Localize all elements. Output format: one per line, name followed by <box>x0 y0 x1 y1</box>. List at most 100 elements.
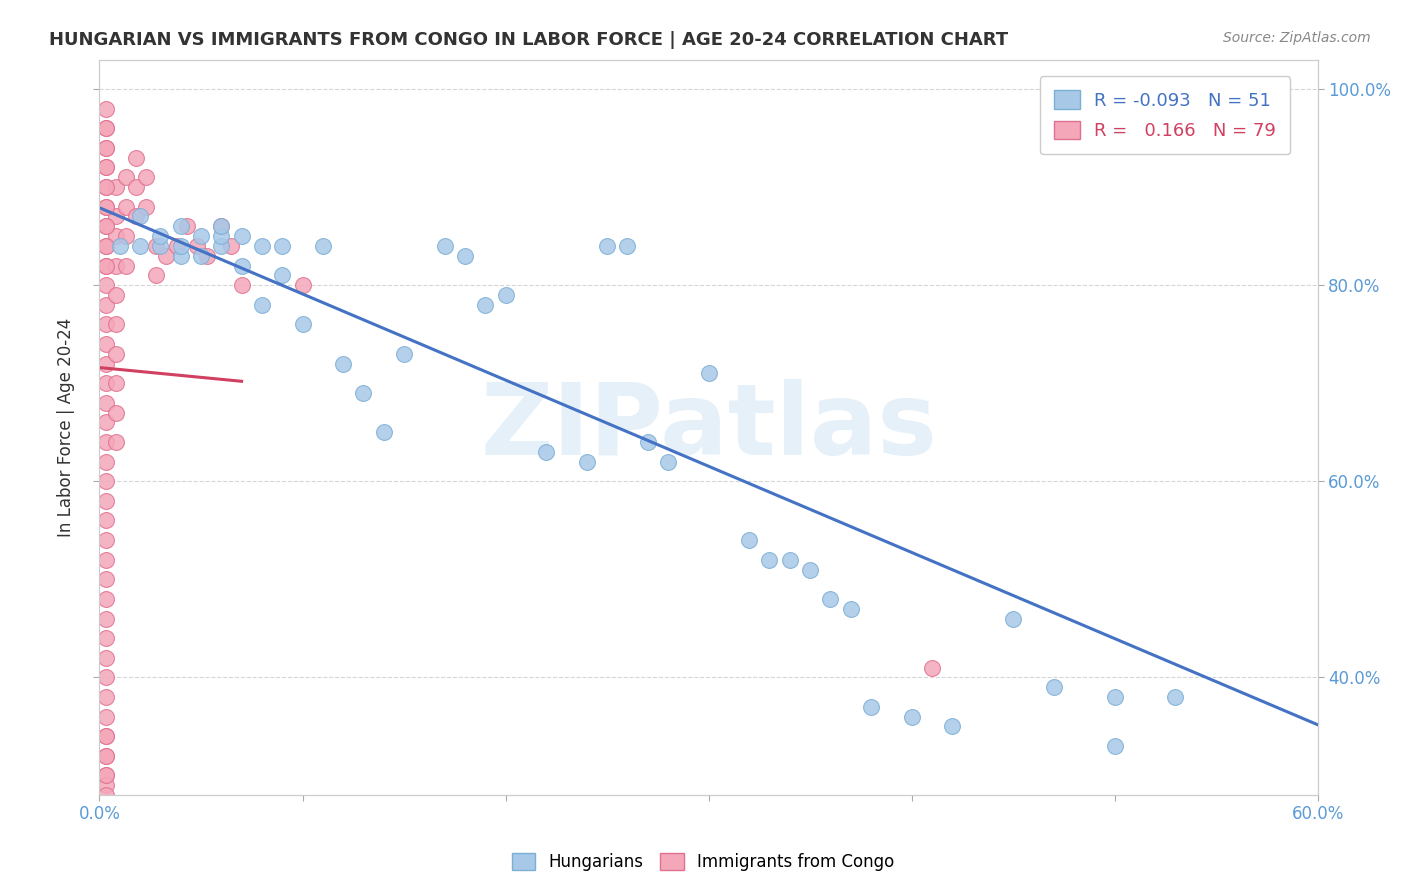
Text: ZIPatlas: ZIPatlas <box>479 379 936 475</box>
Point <box>221 239 243 253</box>
Point <box>94 631 117 645</box>
Point <box>94 416 117 430</box>
Point <box>94 357 117 371</box>
Point <box>454 249 477 263</box>
Point <box>108 239 131 253</box>
Point <box>474 298 496 312</box>
Point <box>129 239 152 253</box>
Point <box>900 709 922 723</box>
Point <box>820 591 842 606</box>
Point <box>94 298 117 312</box>
Point <box>94 239 117 253</box>
Point <box>104 180 127 194</box>
Point <box>94 552 117 566</box>
Point <box>145 239 167 253</box>
Point <box>104 406 127 420</box>
Point <box>209 239 232 253</box>
Point <box>94 748 117 763</box>
Point <box>209 229 232 244</box>
Point <box>352 386 374 401</box>
Point <box>616 239 638 253</box>
Point <box>392 347 415 361</box>
Point <box>104 229 127 244</box>
Point <box>291 318 314 332</box>
Point <box>94 748 117 763</box>
Y-axis label: In Labor Force | Age 20-24: In Labor Force | Age 20-24 <box>58 318 75 537</box>
Point <box>94 318 117 332</box>
Point <box>94 514 117 528</box>
Point <box>94 494 117 508</box>
Point <box>115 229 138 244</box>
Point <box>94 180 117 194</box>
Point <box>94 591 117 606</box>
Point <box>271 239 294 253</box>
Point <box>779 552 801 566</box>
Point <box>94 435 117 450</box>
Point <box>738 533 761 547</box>
Point <box>135 170 157 185</box>
Point <box>94 670 117 684</box>
Point <box>799 562 821 576</box>
Point <box>149 239 172 253</box>
Point <box>129 210 152 224</box>
Point <box>1246 92 1268 106</box>
Point <box>495 288 517 302</box>
Point <box>94 768 117 782</box>
Point <box>1002 611 1025 625</box>
Point <box>1104 690 1126 704</box>
Point <box>125 210 148 224</box>
Point <box>231 259 253 273</box>
Point <box>149 229 172 244</box>
Point <box>94 259 117 273</box>
Text: HUNGARIAN VS IMMIGRANTS FROM CONGO IN LABOR FORCE | AGE 20-24 CORRELATION CHART: HUNGARIAN VS IMMIGRANTS FROM CONGO IN LA… <box>49 31 1008 49</box>
Point <box>115 200 138 214</box>
Point <box>250 239 273 253</box>
Point <box>94 376 117 391</box>
Point <box>839 601 862 615</box>
Point <box>125 151 148 165</box>
Point <box>166 239 188 253</box>
Point <box>104 347 127 361</box>
Point <box>125 180 148 194</box>
Point <box>1164 690 1187 704</box>
Point <box>170 219 193 234</box>
Point <box>209 219 232 234</box>
Point <box>104 288 127 302</box>
Point <box>195 249 218 263</box>
Point <box>373 425 395 440</box>
Point <box>94 102 117 116</box>
Text: Source: ZipAtlas.com: Source: ZipAtlas.com <box>1223 31 1371 45</box>
Point <box>104 210 127 224</box>
Point <box>190 249 212 263</box>
Point <box>94 219 117 234</box>
Point <box>104 318 127 332</box>
Point <box>941 719 963 733</box>
Point <box>94 337 117 351</box>
Point <box>94 778 117 792</box>
Point <box>94 161 117 175</box>
Point <box>312 239 335 253</box>
Point <box>209 219 232 234</box>
Point <box>94 278 117 293</box>
Point <box>859 699 882 714</box>
Point <box>94 768 117 782</box>
Point <box>94 200 117 214</box>
Point <box>231 278 253 293</box>
Point <box>94 572 117 586</box>
Point <box>155 249 177 263</box>
Point <box>94 611 117 625</box>
Point <box>1042 680 1064 694</box>
Point <box>921 660 943 674</box>
Point <box>94 690 117 704</box>
Point <box>94 259 117 273</box>
Point <box>332 357 354 371</box>
Point <box>94 141 117 155</box>
Point <box>115 170 138 185</box>
Point <box>104 259 127 273</box>
Point <box>94 455 117 469</box>
Point <box>94 121 117 136</box>
Point <box>657 455 679 469</box>
Point <box>433 239 456 253</box>
Point <box>94 729 117 743</box>
Legend: R = -0.093   N = 51, R =   0.166   N = 79: R = -0.093 N = 51, R = 0.166 N = 79 <box>1040 76 1291 154</box>
